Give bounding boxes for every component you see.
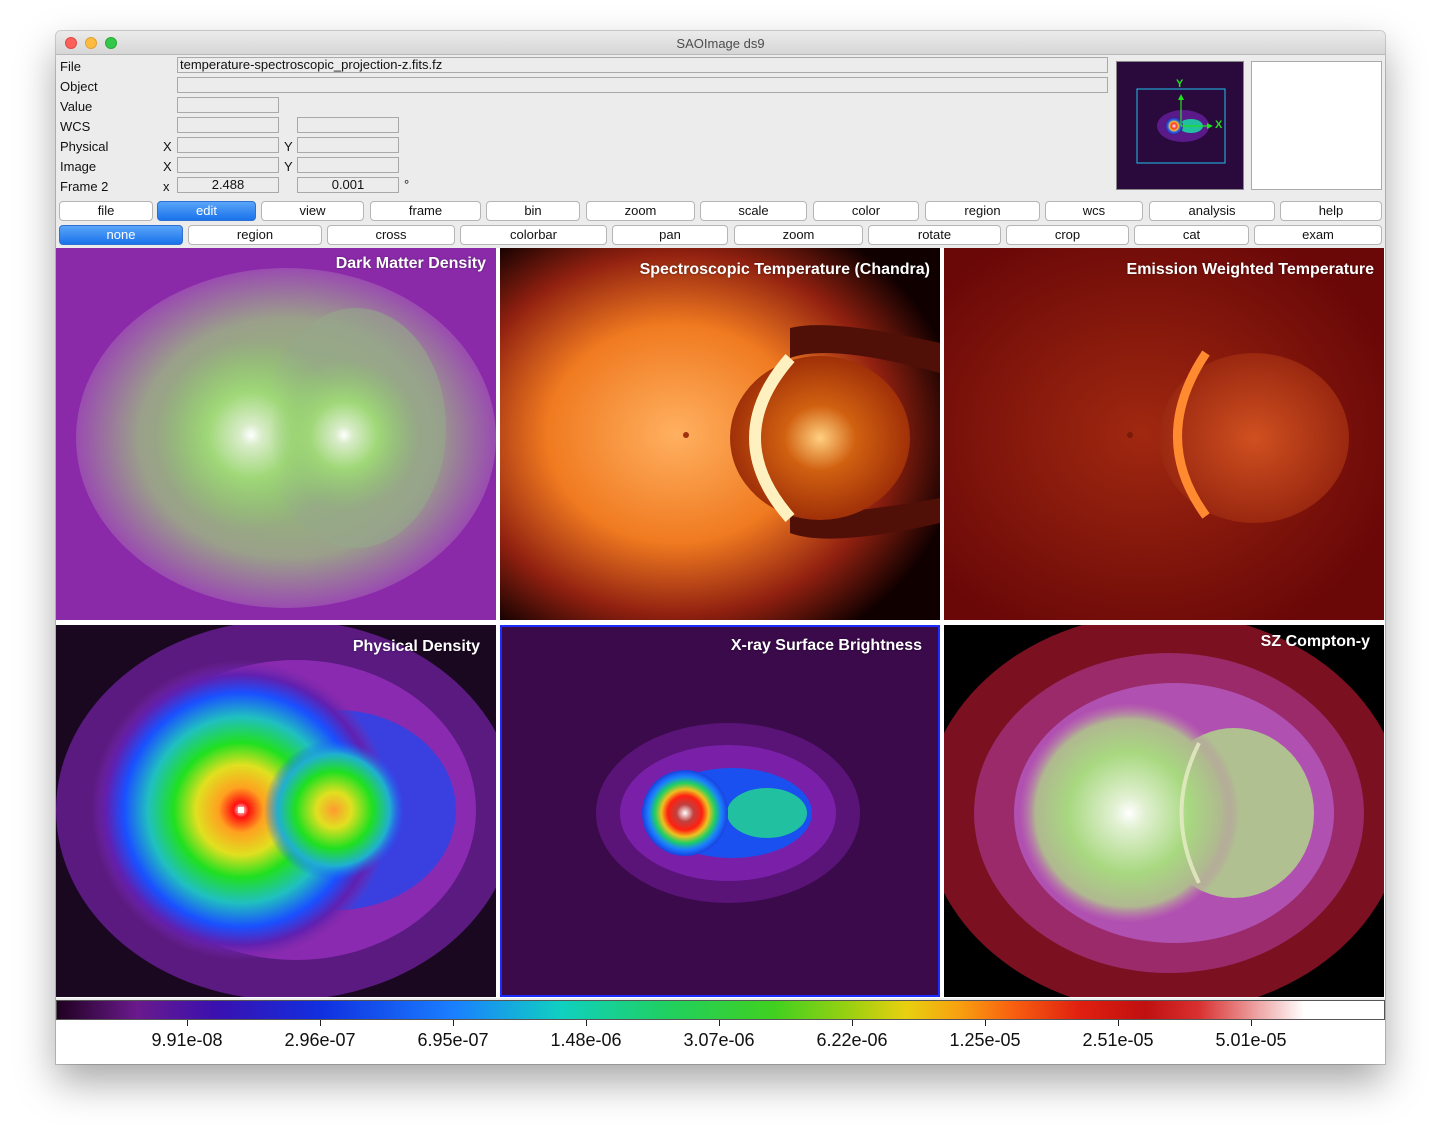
wcs-y-field xyxy=(297,117,399,133)
physical-y-field xyxy=(297,137,399,153)
frame-button[interactable]: frame xyxy=(370,201,481,221)
frame-y-field: 0.001 xyxy=(297,177,399,193)
mode-region-button[interactable]: region xyxy=(188,225,322,245)
physical-y-label: Y xyxy=(284,139,293,154)
frame-label: Frame 2 xyxy=(60,179,109,194)
magnifier xyxy=(1251,61,1382,190)
close-window-button[interactable] xyxy=(65,37,77,49)
object-field xyxy=(177,77,1108,93)
image-x-field xyxy=(177,157,279,173)
mode-zoom-button[interactable]: zoom xyxy=(734,225,863,245)
frame-spectroscopic-temperature[interactable]: Spectroscopic Temperature (Chandra) xyxy=(500,248,940,620)
colorbar-label: 3.07e-06 xyxy=(683,1030,755,1050)
file-field: temperature-spectroscopic_projection-z.f… xyxy=(177,57,1108,73)
physical-x-label: X xyxy=(163,139,172,154)
file-label: File xyxy=(60,59,81,74)
frame-x-label: x xyxy=(163,179,170,194)
colorbar-label: 2.51e-05 xyxy=(1082,1030,1154,1050)
image-y-field xyxy=(297,157,399,173)
minimize-window-button[interactable] xyxy=(85,37,97,49)
physical-label: Physical xyxy=(60,139,109,154)
mode-pan-button[interactable]: pan xyxy=(612,225,728,245)
file-button[interactable]: file xyxy=(59,201,153,221)
panner-y-label: Y xyxy=(1176,78,1184,90)
sz-compton-y-image xyxy=(944,625,1384,997)
physical-x-field xyxy=(177,137,279,153)
colorbar-tick xyxy=(719,1020,720,1026)
colorbar-tick xyxy=(1118,1020,1119,1026)
frame-sz-compton-y[interactable]: SZ Compton-y xyxy=(944,625,1384,997)
menu-button-bar: file edit view frame bin zoom scale colo… xyxy=(56,201,1385,222)
xray-surface-brightness-image xyxy=(502,627,938,995)
edit-button[interactable]: edit xyxy=(157,201,256,221)
emission-weighted-image xyxy=(944,248,1384,620)
wcs-button[interactable]: wcs xyxy=(1045,201,1143,221)
panner-thumbnail xyxy=(1117,62,1243,189)
mode-crop-button[interactable]: crop xyxy=(1006,225,1129,245)
value-field xyxy=(177,97,279,113)
color-button[interactable]: color xyxy=(813,201,919,221)
frame-title-dark-matter: Dark Matter Density xyxy=(335,255,486,272)
colorbar[interactable] xyxy=(56,1000,1385,1020)
image-y-label: Y xyxy=(284,159,293,174)
zoom-window-button[interactable] xyxy=(105,37,117,49)
mode-rotate-button[interactable]: rotate xyxy=(868,225,1001,245)
mode-none-button[interactable]: none xyxy=(59,225,183,245)
colorbar-tick xyxy=(187,1020,188,1026)
image-x-label: X xyxy=(163,159,172,174)
frame-title-sz: SZ Compton-y xyxy=(1260,633,1370,650)
wcs-x-field xyxy=(177,117,279,133)
colorbar-tick xyxy=(320,1020,321,1026)
colorbar-tick xyxy=(1251,1020,1252,1026)
mode-exam-button[interactable]: exam xyxy=(1254,225,1382,245)
colorbar-tick xyxy=(985,1020,986,1026)
frame-title-spectroscopic: Spectroscopic Temperature (Chandra) xyxy=(639,261,930,278)
colorbar-tick xyxy=(586,1020,587,1026)
frame-x-field: 2.488 xyxy=(177,177,279,193)
frame-xray-surface-brightness[interactable]: X-ray Surface Brightness xyxy=(500,625,940,997)
frame-title-emission: Emission Weighted Temperature xyxy=(1126,261,1374,278)
frame-emission-weighted-temperature[interactable]: Emission Weighted Temperature xyxy=(944,248,1384,620)
mode-colorbar-button[interactable]: colorbar xyxy=(460,225,607,245)
mode-button-bar: none region cross colorbar pan zoom rota… xyxy=(56,225,1385,246)
degree-symbol: ° xyxy=(404,177,410,192)
colorbar-label: 9.91e-08 xyxy=(151,1030,223,1050)
frame-title-xray: X-ray Surface Brightness xyxy=(730,637,922,654)
bin-button[interactable]: bin xyxy=(486,201,580,221)
colorbar-label: 6.22e-06 xyxy=(816,1030,888,1050)
title-bar: SAOImage ds9 xyxy=(56,31,1385,55)
value-label: Value xyxy=(60,99,93,114)
region-button[interactable]: region xyxy=(925,201,1040,221)
colorbar-scale: 9.91e-08 2.96e-07 6.95e-07 1.48e-06 3.07… xyxy=(56,1020,1385,1064)
physical-density-image xyxy=(56,625,496,997)
panner-x-label: X xyxy=(1215,119,1223,131)
colorbar-tick xyxy=(453,1020,454,1026)
help-button[interactable]: help xyxy=(1280,201,1382,221)
analysis-button[interactable]: analysis xyxy=(1149,201,1275,221)
colorbar-label: 1.25e-05 xyxy=(949,1030,1021,1050)
colorbar-label: 1.48e-06 xyxy=(550,1030,622,1050)
mode-cross-button[interactable]: cross xyxy=(327,225,455,245)
scale-button[interactable]: scale xyxy=(700,201,807,221)
frames-area: Dark Matter Density xyxy=(56,248,1385,998)
zoom-button[interactable]: zoom xyxy=(586,201,695,221)
colorbar-label: 2.96e-07 xyxy=(284,1030,356,1050)
image-label: Image xyxy=(60,159,97,174)
dark-matter-image xyxy=(56,248,496,620)
frame-dark-matter-density[interactable]: Dark Matter Density xyxy=(56,248,496,620)
spectroscopic-temperature-image xyxy=(500,248,940,620)
colorbar-label: 6.95e-07 xyxy=(417,1030,489,1050)
object-label: Object xyxy=(60,79,98,94)
mode-cat-button[interactable]: cat xyxy=(1134,225,1249,245)
panner[interactable]: Y X xyxy=(1116,61,1244,190)
colorbar-tick xyxy=(852,1020,853,1026)
window-title: SAOImage ds9 xyxy=(676,36,765,51)
wcs-label: WCS xyxy=(60,119,91,134)
frame-title-physical-density: Physical Density xyxy=(352,638,480,655)
ds9-window: SAOImage ds9 File temperature-spectrosco… xyxy=(56,31,1385,1064)
view-button[interactable]: view xyxy=(261,201,364,221)
frame-physical-density[interactable]: Physical Density xyxy=(56,625,496,997)
colorbar-label: 5.01e-05 xyxy=(1215,1030,1287,1050)
